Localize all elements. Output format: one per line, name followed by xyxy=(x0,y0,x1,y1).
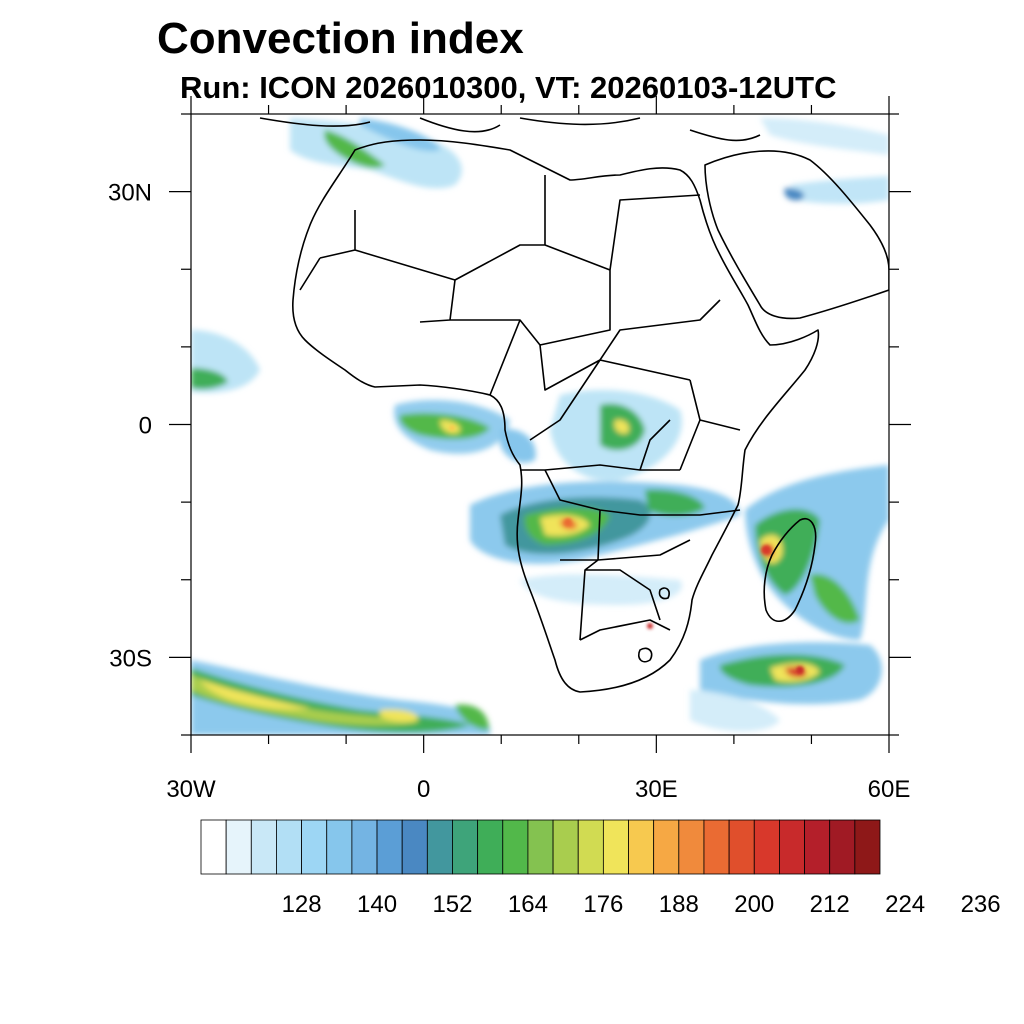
axis-ticks xyxy=(169,96,911,753)
colorbar-bin xyxy=(678,819,705,875)
colorbar-bin xyxy=(628,819,655,875)
colorbar-bin xyxy=(552,819,579,875)
colorbar-label: 188 xyxy=(659,891,699,918)
chart-title: Convection index xyxy=(157,14,524,63)
colorbar-bin xyxy=(527,819,554,875)
colorbar-bin xyxy=(753,819,780,875)
lon-tick-label: 0 xyxy=(417,776,430,803)
chart-subtitle: Run: ICON 2026010300, VT: 20260103-12UTC xyxy=(180,70,837,105)
colorbar-label: 224 xyxy=(885,891,925,918)
lat-tick-label: 0 xyxy=(139,413,152,440)
lat-tick-label: 30N xyxy=(108,180,152,207)
colorbar-bin xyxy=(225,819,252,875)
convection-field xyxy=(191,118,889,735)
lon-tick-label: 30W xyxy=(166,776,216,803)
colorbar-bin xyxy=(452,819,479,875)
colorbar-bin xyxy=(602,819,629,875)
colorbar-label: 140 xyxy=(357,891,397,918)
colorbar-bin xyxy=(426,819,453,875)
colorbar-bin xyxy=(477,819,504,875)
colorbar-bin xyxy=(502,819,529,875)
colorbar-bin xyxy=(326,819,353,875)
colorbar-label: 176 xyxy=(583,891,623,918)
colorbar-bin xyxy=(401,819,428,875)
colorbar-label: 200 xyxy=(734,891,774,918)
colorbar-labels: 128 140 152 164 176 188 200 212 224 236 xyxy=(282,891,1001,918)
colorbar-bin xyxy=(301,819,328,875)
colorbar-bin xyxy=(804,819,831,875)
colorbar-bin xyxy=(200,819,227,875)
colorbar-bin xyxy=(703,819,730,875)
colorbar-label: 164 xyxy=(508,891,548,918)
colorbar-label: 236 xyxy=(961,891,1001,918)
coastlines-borders xyxy=(259,117,889,693)
colorbar-label: 212 xyxy=(810,891,850,918)
colorbar-bin xyxy=(854,819,881,875)
colorbar-label: 152 xyxy=(432,891,472,918)
lon-tick-label: 60E xyxy=(868,776,911,803)
colorbar-bin xyxy=(250,819,277,875)
lat-tick-labels: 30N 0 30S xyxy=(108,180,152,673)
lat-tick-label: 30S xyxy=(109,645,152,672)
colorbar-bin xyxy=(653,819,680,875)
colorbar-bin xyxy=(276,819,302,875)
colorbar-label: 128 xyxy=(282,891,322,918)
colorbar-bin xyxy=(779,819,805,875)
colorbar-bin xyxy=(351,819,378,875)
colorbar-bin xyxy=(829,819,856,875)
lon-tick-label: 30E xyxy=(635,776,678,803)
lon-tick-labels: 30W 0 30E 60E xyxy=(166,776,910,803)
colorbar-bin xyxy=(577,819,604,875)
colorbar-bin xyxy=(728,819,755,875)
map-frame xyxy=(190,113,890,736)
colorbar xyxy=(200,819,881,875)
colorbar-bin xyxy=(376,819,403,875)
